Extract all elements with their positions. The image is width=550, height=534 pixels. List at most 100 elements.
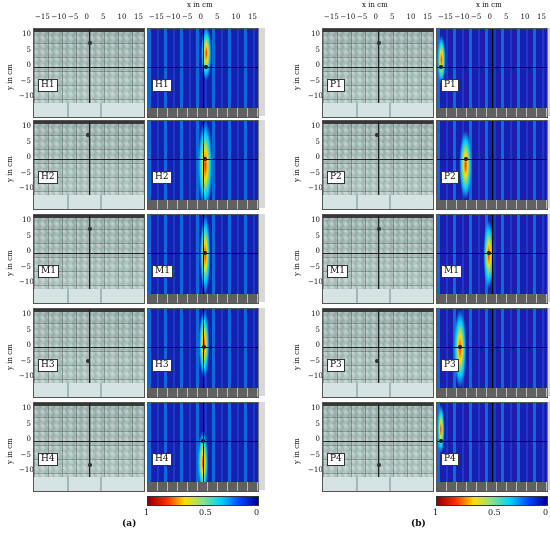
crosshair-vertical <box>203 121 204 209</box>
heatmap-panel: M1 <box>436 214 548 304</box>
panel-label: M1 <box>327 265 348 278</box>
panel-label: P3 <box>327 359 345 372</box>
sensor-marker <box>438 439 443 443</box>
x-tick-label: −10 <box>340 13 356 21</box>
x-tick-label: 10 <box>231 13 241 21</box>
x-tick-label: 10 <box>406 13 416 21</box>
crosshair-vertical <box>492 215 493 303</box>
y-tick-label: −5 <box>20 450 31 459</box>
heatmap-panel: P3 <box>436 308 548 398</box>
x-tick-label: 0 <box>487 13 492 21</box>
photo-bottom-strip <box>34 289 144 303</box>
sensor-marker <box>439 65 444 69</box>
panel-label: H2 <box>38 171 58 184</box>
crosshair-vertical <box>378 121 379 209</box>
sensor-marker <box>88 227 92 231</box>
crosshair-vertical <box>203 403 204 491</box>
heatmap-panel: M1 <box>147 214 259 304</box>
x-tick-label: −10 <box>165 13 181 21</box>
y-tick-label: −5 <box>20 76 31 85</box>
y-tick-label: 5 <box>26 231 31 240</box>
heatmap-bottom-strip <box>148 108 258 117</box>
panel-label: H4 <box>38 453 58 466</box>
y-tick-label: 0 <box>26 153 31 161</box>
sensor-marker <box>377 41 381 45</box>
x-tick-label: −5 <box>182 13 193 21</box>
colorbar <box>436 496 548 506</box>
side-scale-bar <box>547 308 550 396</box>
y-axis-title: y in cm <box>6 156 14 182</box>
panel-label: H3 <box>152 359 172 372</box>
photo-panel: H2 <box>33 120 145 210</box>
panel-label: P1 <box>441 79 459 92</box>
panel-label: H1 <box>152 79 172 92</box>
y-tick-label: −10 <box>19 278 34 286</box>
y-tick-label: 5 <box>315 325 320 334</box>
x-tick-label: 10 <box>520 13 530 21</box>
side-scale-bar <box>547 120 550 208</box>
y-tick-label: 10 <box>22 30 31 38</box>
y-tick-label: 0 <box>315 247 320 255</box>
crosshair-vertical <box>378 215 379 303</box>
panel-label: H4 <box>152 453 172 466</box>
y-tick-label: −5 <box>20 356 31 365</box>
x-tick-label: −10 <box>454 13 470 21</box>
crosshair-vertical <box>378 403 379 491</box>
y-axis-title: y in cm <box>293 156 301 182</box>
y-tick-label: 10 <box>22 404 31 412</box>
subfigure-label: (a) <box>122 519 137 529</box>
x-tick-label: 0 <box>198 13 203 21</box>
y-tick-label: 10 <box>22 310 31 318</box>
panel-label: M1 <box>152 265 173 278</box>
y-axis-title: y in cm <box>293 250 301 276</box>
panel-label: P4 <box>327 453 345 466</box>
heatmap-bottom-strip <box>148 388 258 397</box>
heatmap-bottom-strip <box>437 108 547 117</box>
photo-bottom-strip <box>323 477 433 491</box>
sensor-marker <box>463 157 468 161</box>
heatmap-panel: P2 <box>436 120 548 210</box>
crosshair-vertical <box>203 29 204 117</box>
x-tick-label: 5 <box>101 13 106 21</box>
photo-panel: P4 <box>322 402 434 492</box>
crosshair-vertical <box>492 403 493 491</box>
x-tick-label: 10 <box>117 13 127 21</box>
crosshair-vertical <box>378 29 379 117</box>
photo-panel: H1 <box>33 28 145 118</box>
photo-bottom-strip <box>34 103 144 117</box>
y-tick-label: −5 <box>309 262 320 271</box>
photo-bottom-strip <box>34 477 144 491</box>
y-tick-label: −10 <box>19 372 34 380</box>
y-tick-label: 5 <box>26 137 31 146</box>
heatmap-panel: H1 <box>147 28 259 118</box>
heatmap-panel: H3 <box>147 308 259 398</box>
x-axis-title: x in cm <box>476 1 502 9</box>
y-axis-title: y in cm <box>293 344 301 370</box>
photo-bottom-strip <box>34 383 144 397</box>
panel-label: H2 <box>152 171 172 184</box>
y-tick-label: 0 <box>26 61 31 69</box>
crosshair-vertical <box>492 309 493 397</box>
x-tick-label: −5 <box>357 13 368 21</box>
y-tick-label: −5 <box>309 356 320 365</box>
y-axis-title: y in cm <box>293 438 301 464</box>
sensor-marker <box>203 251 208 255</box>
photo-panel: P3 <box>322 308 434 398</box>
x-tick-label: 15 <box>134 13 143 21</box>
photo-panel: P1 <box>322 28 434 118</box>
y-tick-label: −10 <box>19 92 34 100</box>
photo-panel: M1 <box>33 214 145 304</box>
photo-bottom-strip <box>323 195 433 209</box>
x-tick-label: 0 <box>373 13 378 21</box>
x-tick-label: −15 <box>324 13 339 21</box>
y-tick-label: 0 <box>315 61 320 69</box>
y-tick-label: 5 <box>315 45 320 54</box>
heatmap-panel: P4 <box>436 402 548 492</box>
y-tick-label: 10 <box>22 122 31 130</box>
sensor-marker <box>86 133 90 137</box>
side-scale-bar <box>258 214 265 302</box>
sensor-marker <box>377 227 381 231</box>
colorbar-tick-label: 0 <box>254 508 260 517</box>
x-tick-label: 15 <box>423 13 432 21</box>
crosshair-vertical <box>492 29 493 117</box>
